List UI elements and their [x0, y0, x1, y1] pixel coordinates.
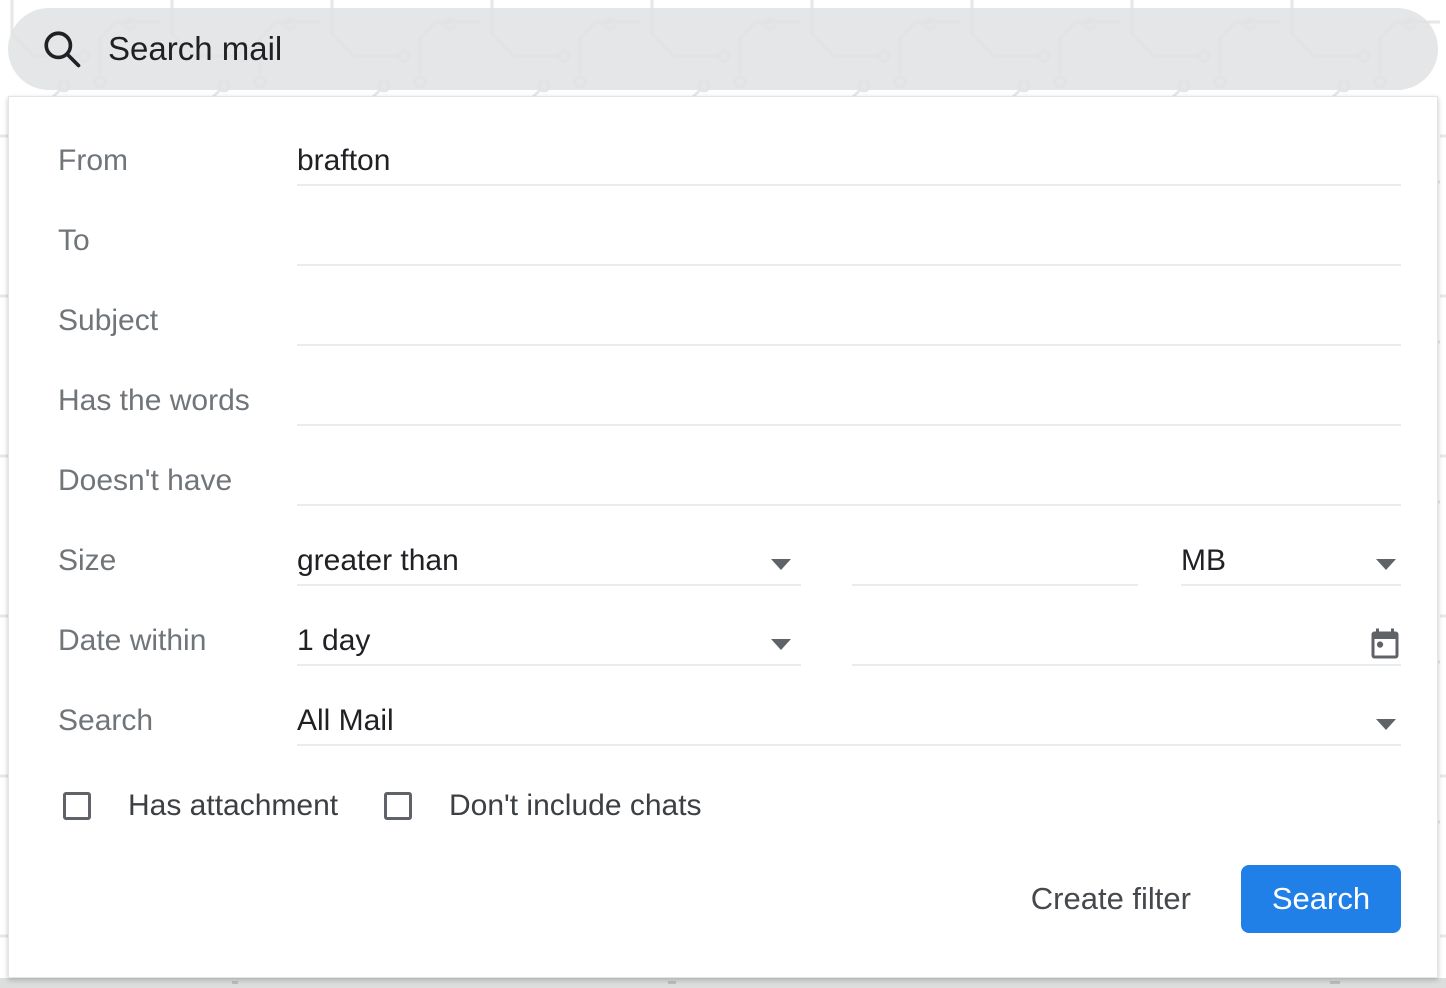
size-row: Size greater than MB [9, 534, 1437, 586]
search-input[interactable] [84, 8, 1438, 90]
background-artifact [668, 981, 676, 984]
to-field[interactable] [297, 214, 1401, 266]
doesnt-have-row: Doesn't have [9, 454, 1437, 506]
to-input[interactable] [297, 224, 1401, 264]
doesnt-have-label: Doesn't have [58, 464, 233, 497]
size-unit-value: MB [1181, 544, 1226, 577]
chevron-down-icon [771, 639, 791, 650]
date-range-value: 1 day [297, 624, 371, 657]
size-unit-dropdown[interactable]: MB [1181, 534, 1401, 586]
create-filter-button[interactable]: Create filter [1030, 881, 1191, 916]
search-scope-dropdown[interactable]: All Mail [297, 694, 1401, 746]
has-words-label: Has the words [58, 384, 250, 417]
search-scope-label: Search [58, 704, 154, 737]
date-within-row: Date within 1 day [9, 614, 1437, 666]
search-button[interactable]: Search [1241, 865, 1401, 933]
from-row: From [9, 134, 1437, 186]
has-words-row: Has the words [9, 374, 1437, 426]
from-label: From [58, 144, 128, 177]
date-within-label: Date within [58, 624, 207, 657]
size-amount-field[interactable] [852, 534, 1138, 586]
has-attachment-option[interactable]: Has attachment [63, 789, 338, 823]
size-label: Size [58, 544, 117, 577]
date-range-dropdown[interactable]: 1 day [297, 614, 801, 666]
date-field[interactable] [852, 614, 1401, 666]
search-filter-panel: From To Subject Has the words [8, 96, 1438, 978]
search-scope-value: All Mail [297, 704, 394, 737]
date-input[interactable] [852, 624, 1401, 664]
has-words-field[interactable] [297, 374, 1401, 426]
chevron-down-icon [1376, 719, 1396, 730]
size-amount-input[interactable] [852, 544, 1138, 584]
subject-row: Subject [9, 294, 1437, 346]
search-scope-row: Search All Mail [9, 694, 1437, 746]
background-artifact [232, 981, 238, 984]
size-comparison-dropdown[interactable]: greater than [297, 534, 801, 586]
subject-field[interactable] [297, 294, 1401, 346]
from-field[interactable] [297, 134, 1401, 186]
background-artifact [1330, 981, 1340, 984]
doesnt-have-field[interactable] [297, 454, 1401, 506]
actions-bar: Create filter Search [1031, 865, 1401, 933]
mail-search-bar[interactable] [8, 8, 1438, 90]
to-row: To [9, 214, 1437, 266]
doesnt-have-input[interactable] [297, 464, 1401, 504]
dont-include-chats-checkbox[interactable] [384, 792, 412, 820]
calendar-icon[interactable] [1367, 627, 1403, 663]
from-input[interactable] [297, 144, 1401, 184]
subject-label: Subject [58, 304, 159, 337]
dont-include-chats-label: Don't include chats [449, 789, 702, 822]
has-words-input[interactable] [297, 384, 1401, 424]
to-label: To [58, 224, 90, 257]
subject-input[interactable] [297, 304, 1401, 344]
search-icon[interactable] [40, 27, 84, 71]
dont-include-chats-option[interactable]: Don't include chats [384, 789, 702, 823]
has-attachment-checkbox[interactable] [63, 792, 91, 820]
background-content-strip [0, 978, 1446, 988]
chevron-down-icon [771, 559, 791, 570]
has-attachment-label: Has attachment [128, 789, 339, 822]
size-comparison-value: greater than [297, 544, 459, 577]
chevron-down-icon [1376, 559, 1396, 570]
